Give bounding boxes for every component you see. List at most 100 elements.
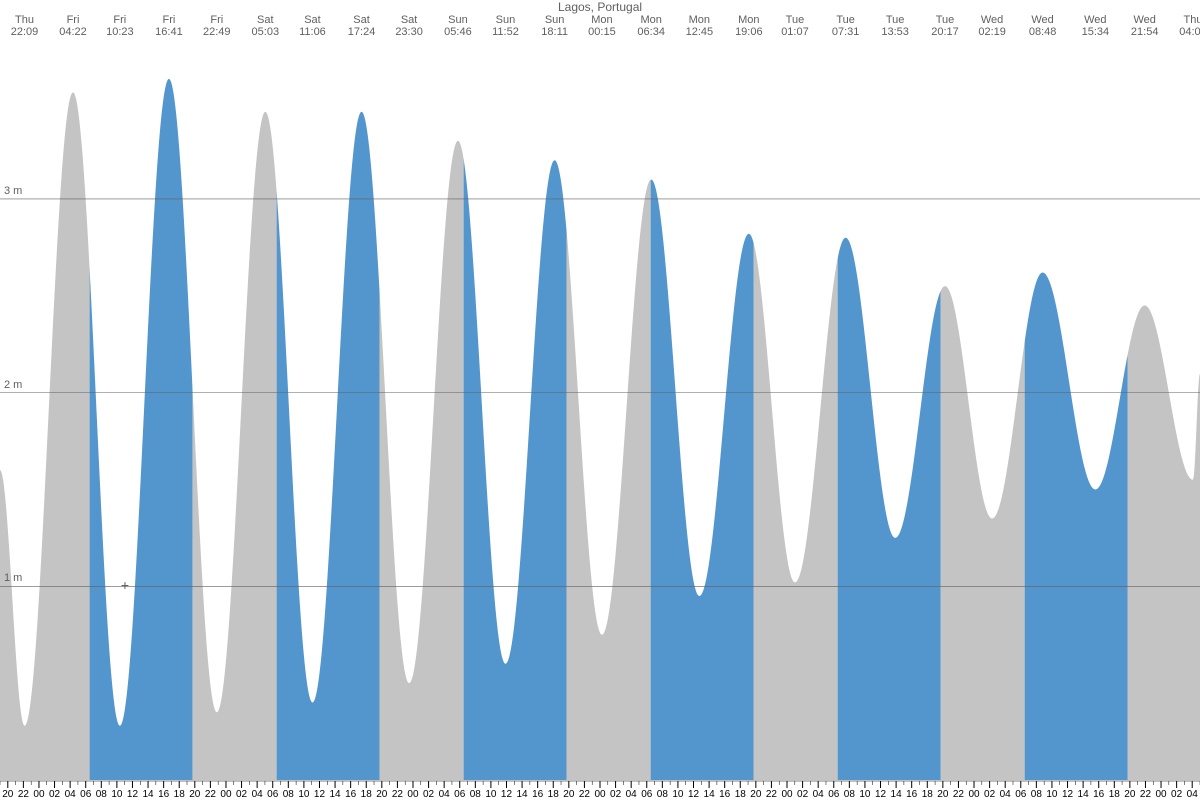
top-label-day: Mon bbox=[637, 14, 665, 26]
hour-tick-label: 00 bbox=[33, 789, 45, 800]
top-label-time: 06:34 bbox=[637, 26, 665, 38]
hour-tick-label: 04 bbox=[1187, 789, 1199, 800]
tide-extreme-label: Mon00:15 bbox=[588, 14, 616, 38]
hour-tick-label: 00 bbox=[1155, 789, 1167, 800]
hour-tick-label: 10 bbox=[672, 789, 684, 800]
hour-tick-label: 22 bbox=[1140, 789, 1152, 800]
top-label-time: 02:19 bbox=[978, 26, 1006, 38]
y-axis-label: 3 m bbox=[4, 185, 22, 197]
top-label-time: 20:17 bbox=[931, 26, 959, 38]
hour-tick-label: 16 bbox=[719, 789, 731, 800]
hour-tick-label: 22 bbox=[766, 789, 778, 800]
hour-tick-label: 14 bbox=[704, 789, 716, 800]
hour-tick-label: 06 bbox=[828, 789, 840, 800]
top-label-time: 18:11 bbox=[541, 26, 568, 38]
hour-tick-label: 00 bbox=[220, 789, 232, 800]
tide-extreme-label: Fri04:22 bbox=[59, 14, 87, 38]
hour-tick-label: 08 bbox=[283, 789, 295, 800]
hour-tick-label: 12 bbox=[501, 789, 513, 800]
top-label-time: 19:06 bbox=[735, 26, 763, 38]
hour-tick-label: 14 bbox=[891, 789, 903, 800]
hour-tick-label: 20 bbox=[2, 789, 14, 800]
top-label-day: Fri bbox=[106, 14, 134, 26]
hour-tick-label: 18 bbox=[548, 789, 560, 800]
top-label-time: 17:24 bbox=[348, 26, 376, 38]
hour-tick-label: 10 bbox=[859, 789, 871, 800]
hour-tick-label: 16 bbox=[532, 789, 544, 800]
hour-tick-label: 02 bbox=[797, 789, 809, 800]
hour-tick-label: 02 bbox=[423, 789, 435, 800]
top-label-day: Fri bbox=[59, 14, 87, 26]
tide-extreme-label: Tue07:31 bbox=[832, 14, 860, 38]
top-label-day: Mon bbox=[735, 14, 763, 26]
tide-extreme-label: Sun18:11 bbox=[541, 14, 568, 38]
tide-extreme-label: Fri16:41 bbox=[155, 14, 183, 38]
hour-tick-label: 02 bbox=[49, 789, 61, 800]
chart-title: Lagos, Portugal bbox=[0, 0, 1200, 14]
top-label-time: 05:03 bbox=[252, 26, 280, 38]
hour-tick-label: 00 bbox=[968, 789, 980, 800]
top-label-time: 00:15 bbox=[588, 26, 616, 38]
hour-tick-label: 10 bbox=[111, 789, 123, 800]
y-axis-label: 1 m bbox=[4, 572, 22, 584]
hour-tick-label: 04 bbox=[252, 789, 264, 800]
top-label-time: 07:31 bbox=[832, 26, 860, 38]
hour-tick-label: 12 bbox=[875, 789, 887, 800]
top-label-time: 08:48 bbox=[1029, 26, 1057, 38]
hour-tick-label: 16 bbox=[345, 789, 357, 800]
hour-tick-label: 22 bbox=[579, 789, 591, 800]
hour-tick-label: 20 bbox=[189, 789, 201, 800]
hour-tick-label: 14 bbox=[1078, 789, 1090, 800]
hour-tick-label: 18 bbox=[922, 789, 934, 800]
hour-tick-label: 04 bbox=[1000, 789, 1012, 800]
top-label-time: 13:53 bbox=[881, 26, 909, 38]
hour-tick-label: 12 bbox=[127, 789, 139, 800]
top-label-day: Sun bbox=[492, 14, 519, 26]
tide-extreme-label: Tue20:17 bbox=[931, 14, 959, 38]
tide-extreme-label: Tue01:07 bbox=[781, 14, 809, 38]
top-label-day: Sun bbox=[541, 14, 568, 26]
hour-tick-label: 10 bbox=[485, 789, 497, 800]
top-label-day: Thu bbox=[1179, 14, 1200, 26]
tide-extreme-label: Sat23:30 bbox=[395, 14, 423, 38]
hour-tick-label: 18 bbox=[361, 789, 373, 800]
hour-tick-label: 10 bbox=[1046, 789, 1058, 800]
tide-extreme-label: Wed15:34 bbox=[1082, 14, 1110, 38]
top-label-time: 22:09 bbox=[11, 26, 39, 38]
hour-tick-label: 12 bbox=[1062, 789, 1074, 800]
hour-tick-label: 16 bbox=[1093, 789, 1105, 800]
top-label-day: Fri bbox=[203, 14, 231, 26]
top-label-day: Mon bbox=[686, 14, 714, 26]
tide-chart: Lagos, Portugal Thu22:09Fri04:22Fri10:23… bbox=[0, 0, 1200, 800]
top-label-time: 23:30 bbox=[395, 26, 423, 38]
top-time-labels: Thu22:09Fri04:22Fri10:23Fri16:41Fri22:49… bbox=[0, 14, 1200, 42]
bottom-hour-axis: 2022000204060810121416182022000204060810… bbox=[0, 781, 1200, 800]
tide-extreme-label: Sat11:06 bbox=[299, 14, 326, 38]
hour-tick-label: 12 bbox=[314, 789, 326, 800]
tide-extreme-label: Sat17:24 bbox=[348, 14, 376, 38]
hour-tick-label: 08 bbox=[470, 789, 482, 800]
tide-extreme-label: Sun11:52 bbox=[492, 14, 519, 38]
top-label-day: Tue bbox=[931, 14, 959, 26]
hour-tick-label: 20 bbox=[750, 789, 762, 800]
hour-tick-label: 04 bbox=[439, 789, 451, 800]
tide-extreme-label: Wed21:54 bbox=[1131, 14, 1159, 38]
hour-tick-label: 20 bbox=[1124, 789, 1136, 800]
cursor-cross-icon: + bbox=[121, 577, 129, 593]
top-label-day: Sun bbox=[444, 14, 472, 26]
hour-tick-label: 02 bbox=[984, 789, 996, 800]
hour-tick-label: 22 bbox=[18, 789, 30, 800]
hour-tick-label: 00 bbox=[407, 789, 419, 800]
top-label-time: 04:22 bbox=[59, 26, 87, 38]
y-axis-label: 2 m bbox=[4, 379, 22, 391]
top-label-day: Thu bbox=[11, 14, 39, 26]
hour-tick-label: 06 bbox=[454, 789, 466, 800]
tide-extreme-label: Tue13:53 bbox=[881, 14, 909, 38]
chart-svg: 2022000204060810121416182022000204060810… bbox=[0, 0, 1200, 800]
hour-tick-label: 02 bbox=[236, 789, 248, 800]
hour-tick-label: 10 bbox=[298, 789, 310, 800]
hour-tick-label: 12 bbox=[688, 789, 700, 800]
top-label-day: Tue bbox=[881, 14, 909, 26]
top-label-day: Mon bbox=[588, 14, 616, 26]
top-label-day: Sat bbox=[299, 14, 326, 26]
